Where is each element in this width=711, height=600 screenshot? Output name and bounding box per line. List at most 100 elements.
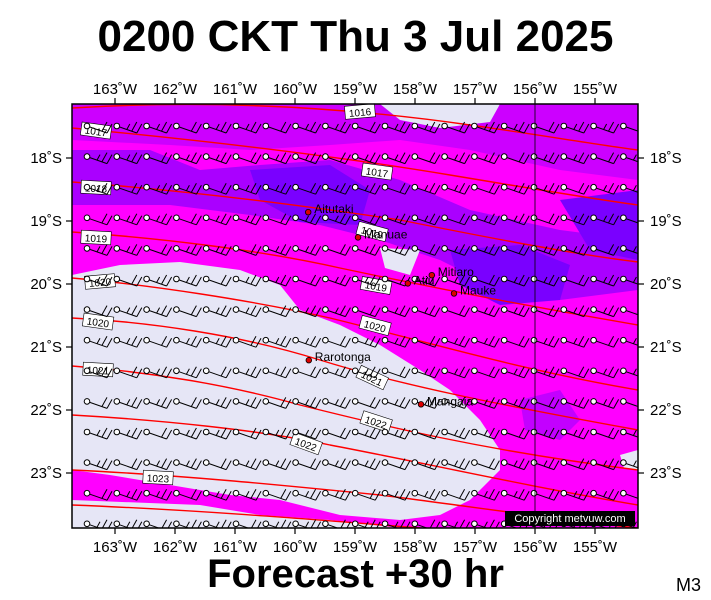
place-marker: Mitiaro	[428, 265, 474, 279]
wind-barb	[292, 366, 322, 379]
wind-barb	[590, 397, 620, 409]
lon-label: 161˚W	[213, 81, 258, 98]
wind-barb	[530, 213, 560, 226]
wind-barb	[292, 427, 322, 440]
wind-barb	[441, 152, 471, 165]
lon-label: 162˚W	[153, 539, 198, 556]
wind-barb	[262, 305, 292, 318]
wind-barb	[292, 182, 322, 195]
wind-barb	[411, 488, 441, 501]
wind-barb	[351, 427, 381, 440]
wind-barb	[262, 213, 292, 226]
wind-barb	[351, 335, 381, 348]
wind-barb	[113, 458, 143, 471]
wind-barb	[113, 488, 143, 501]
wind-barb	[262, 121, 292, 134]
wind-barb	[411, 335, 441, 348]
wind-barb	[292, 458, 322, 471]
place-name: Manuae	[364, 227, 408, 241]
lon-label: 163˚W	[93, 539, 138, 556]
lon-label: 163˚W	[93, 81, 138, 98]
wind-barb	[322, 427, 351, 440]
wind-barb	[620, 398, 638, 408]
wind-barb	[262, 488, 292, 501]
wind-barb	[202, 121, 232, 134]
forecast-hour-label: Forecast +30 hr	[207, 552, 504, 596]
wind-barb	[262, 366, 292, 379]
wind-barb	[381, 121, 411, 134]
wind-barb	[292, 152, 322, 165]
wind-barb	[262, 182, 292, 195]
wind-barb	[232, 274, 262, 287]
wind-barb	[590, 427, 620, 440]
lat-label: 18˚S	[650, 150, 682, 167]
wind-barb	[202, 366, 232, 379]
wind-barb	[202, 152, 232, 165]
wind-barb	[83, 244, 113, 256]
wind-barb	[232, 397, 262, 409]
place-name: Aitutaki	[314, 202, 353, 216]
wind-barb	[351, 121, 381, 134]
wind-barb	[411, 152, 441, 165]
wind-barb	[471, 152, 500, 165]
wind-barb	[411, 366, 441, 379]
wind-barb	[560, 152, 590, 165]
wind-barb	[620, 367, 638, 377]
wind-barb	[411, 213, 441, 226]
copyright-text: Copyright metvuw.com	[514, 513, 625, 525]
place-name: Mitiaro	[438, 265, 474, 279]
wind-barb	[530, 305, 560, 318]
wind-barb	[381, 366, 411, 379]
wind-barb	[560, 121, 590, 134]
lat-label: 21˚S	[30, 339, 62, 356]
wind-barb	[381, 335, 411, 348]
wind-barb	[590, 121, 620, 134]
wind-barb	[471, 305, 500, 318]
wind-barb	[500, 335, 530, 348]
lon-label: 161˚W	[213, 539, 258, 556]
wind-barb	[232, 458, 262, 471]
wind-barb	[83, 335, 113, 348]
wind-barb	[113, 274, 143, 287]
wind-barb	[441, 397, 471, 409]
wind-barb	[143, 152, 173, 165]
lat-label: 21˚S	[650, 339, 682, 356]
wind-barb	[322, 458, 351, 471]
wind-barb	[471, 121, 500, 134]
wind-barb	[351, 244, 381, 256]
wind-barb	[83, 305, 113, 318]
wind-barb	[620, 183, 638, 193]
isobar-label: 1019	[85, 233, 108, 245]
wind-barb	[471, 274, 500, 287]
wind-barb	[351, 274, 381, 287]
wind-barb	[530, 274, 560, 287]
lon-label: 159˚W	[333, 539, 378, 556]
wind-barb	[530, 427, 560, 440]
wind-barb	[113, 427, 143, 440]
wind-barb	[411, 274, 441, 287]
wind-barb	[202, 397, 232, 409]
place-marker: Aitutaki	[305, 202, 354, 216]
wind-barb	[590, 458, 620, 471]
wind-barb	[560, 182, 590, 195]
wind-barb	[530, 244, 560, 256]
wind-barb	[381, 397, 411, 409]
wind-barb	[530, 397, 560, 409]
wind-barb	[322, 152, 351, 165]
wind-barb	[441, 427, 471, 440]
lon-label: 156˚W	[513, 539, 558, 556]
wind-barb	[232, 305, 262, 318]
isobar-label: 1016	[349, 107, 373, 120]
wind-barb	[590, 366, 620, 379]
wind-barb	[173, 152, 202, 165]
wind-barb	[620, 245, 638, 255]
wind-barb	[530, 366, 560, 379]
wind-barb	[173, 121, 202, 134]
wind-barb	[620, 306, 638, 316]
wind-barb	[202, 488, 232, 501]
wind-barb	[113, 519, 143, 528]
wind-barb	[620, 489, 638, 499]
wind-barb	[83, 213, 113, 226]
wind-barb	[530, 182, 560, 195]
wind-barb	[381, 213, 411, 226]
